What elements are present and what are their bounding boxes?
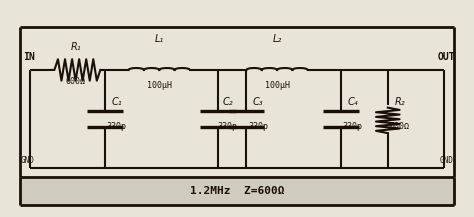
Text: L₁: L₁ [155, 34, 164, 44]
Text: 330p: 330p [248, 122, 268, 131]
Text: C₁: C₁ [111, 97, 122, 107]
Text: IN: IN [23, 52, 35, 62]
Text: 100μH: 100μH [147, 81, 172, 90]
Text: GND: GND [440, 156, 454, 165]
Text: 100μH: 100μH [264, 81, 290, 90]
Text: GND: GND [20, 156, 34, 165]
Polygon shape [20, 177, 454, 205]
Text: 330p: 330p [107, 122, 127, 131]
Text: C₂: C₂ [222, 97, 233, 107]
Text: OUT: OUT [438, 52, 456, 62]
Text: C₃: C₃ [253, 97, 264, 107]
Text: 330p: 330p [218, 122, 237, 131]
Text: C₄: C₄ [347, 97, 358, 107]
Text: 1.2MHz  Z=600Ω: 1.2MHz Z=600Ω [190, 186, 284, 196]
Text: R₂: R₂ [394, 97, 405, 107]
Text: 600Ω: 600Ω [66, 77, 86, 86]
Text: R₁: R₁ [71, 42, 81, 52]
Text: 330p: 330p [342, 122, 363, 131]
Text: L₂: L₂ [273, 34, 282, 44]
Text: 600Ω: 600Ω [390, 122, 410, 131]
